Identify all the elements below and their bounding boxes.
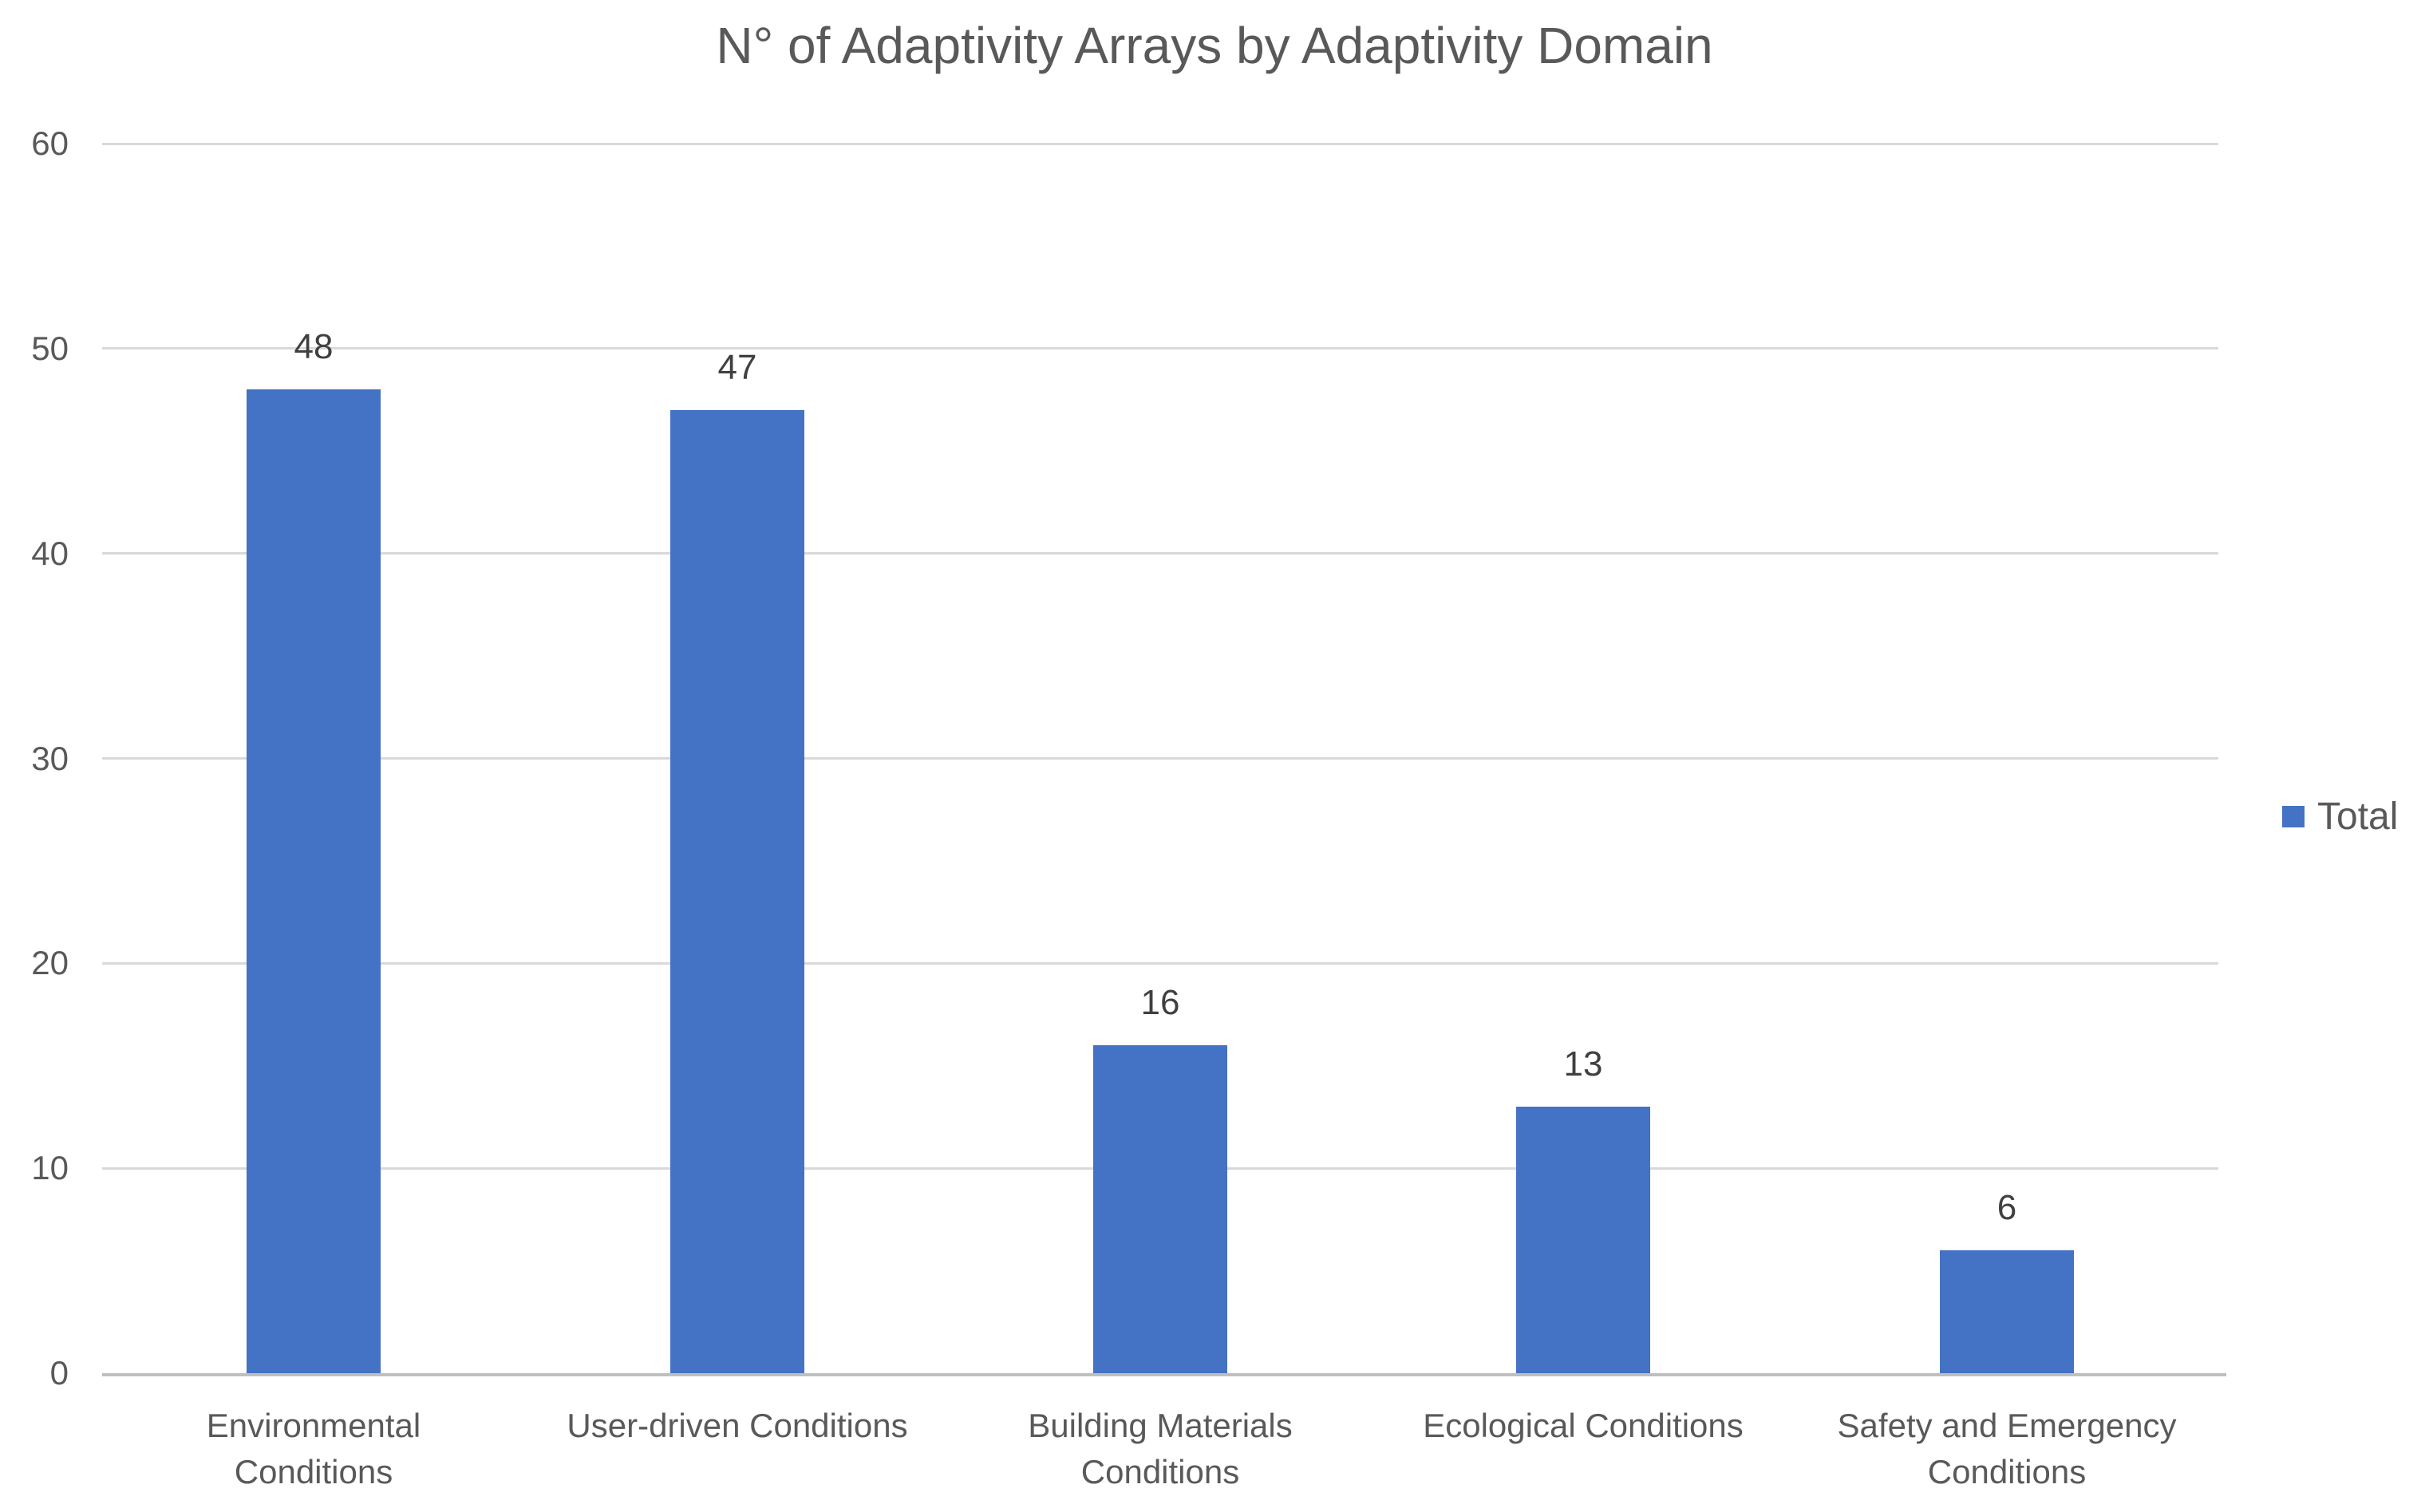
bar [670,410,804,1373]
x-axis-line [102,1373,2226,1376]
y-tick-label: 50 [31,330,69,367]
x-tick-label-line: Safety and Emergency [1837,1407,2177,1444]
x-tick-label: User-driven Conditions [514,1403,961,1449]
y-tick-label: 60 [31,124,69,162]
y-tick-label: 30 [31,740,69,777]
x-tick-label: Environmental Conditions [90,1403,537,1495]
bar [247,389,381,1373]
x-tick-label-line: Building Materials [1028,1407,1293,1444]
x-tick-label: Building Materials Conditions [937,1403,1384,1495]
x-tick-label-line: Conditions [1927,1453,2087,1490]
legend-swatch-icon [2282,806,2305,827]
y-tick-label: 10 [31,1149,69,1186]
x-tick-label-line: Environmental [206,1407,421,1444]
y-tick-label: 40 [31,535,69,572]
chart-title: N° of Adaptivity Arrays by Adaptivity Do… [716,17,1713,74]
bar-value-label: 48 [294,327,334,366]
bar [1940,1250,2074,1373]
bar-value-label: 16 [1140,983,1180,1022]
gridline [102,757,2218,760]
x-tick-label-line: User-driven Conditions [567,1407,908,1444]
gridline [102,347,2218,349]
legend: Total [2282,795,2398,839]
x-tick-label-line: Conditions [1080,1453,1240,1490]
x-tick-label: Safety and Emergency Conditions [1783,1403,2230,1495]
bar-value-label: 13 [1563,1044,1603,1084]
bar [1516,1107,1650,1373]
bar-value-label: 6 [1997,1188,2017,1227]
gridline [102,552,2218,555]
bar-value-label: 47 [717,348,757,387]
bar [1093,1045,1227,1373]
legend-label: Total [2317,795,2399,838]
x-tick-label-line: Conditions [234,1453,393,1490]
gridline [102,962,2218,965]
gridline [102,143,2218,145]
x-tick-label: Ecological Conditions [1360,1403,1807,1449]
y-tick-label: 20 [31,944,69,981]
x-tick-label-line: Ecological Conditions [1423,1407,1744,1444]
y-tick-label: 0 [49,1354,69,1392]
